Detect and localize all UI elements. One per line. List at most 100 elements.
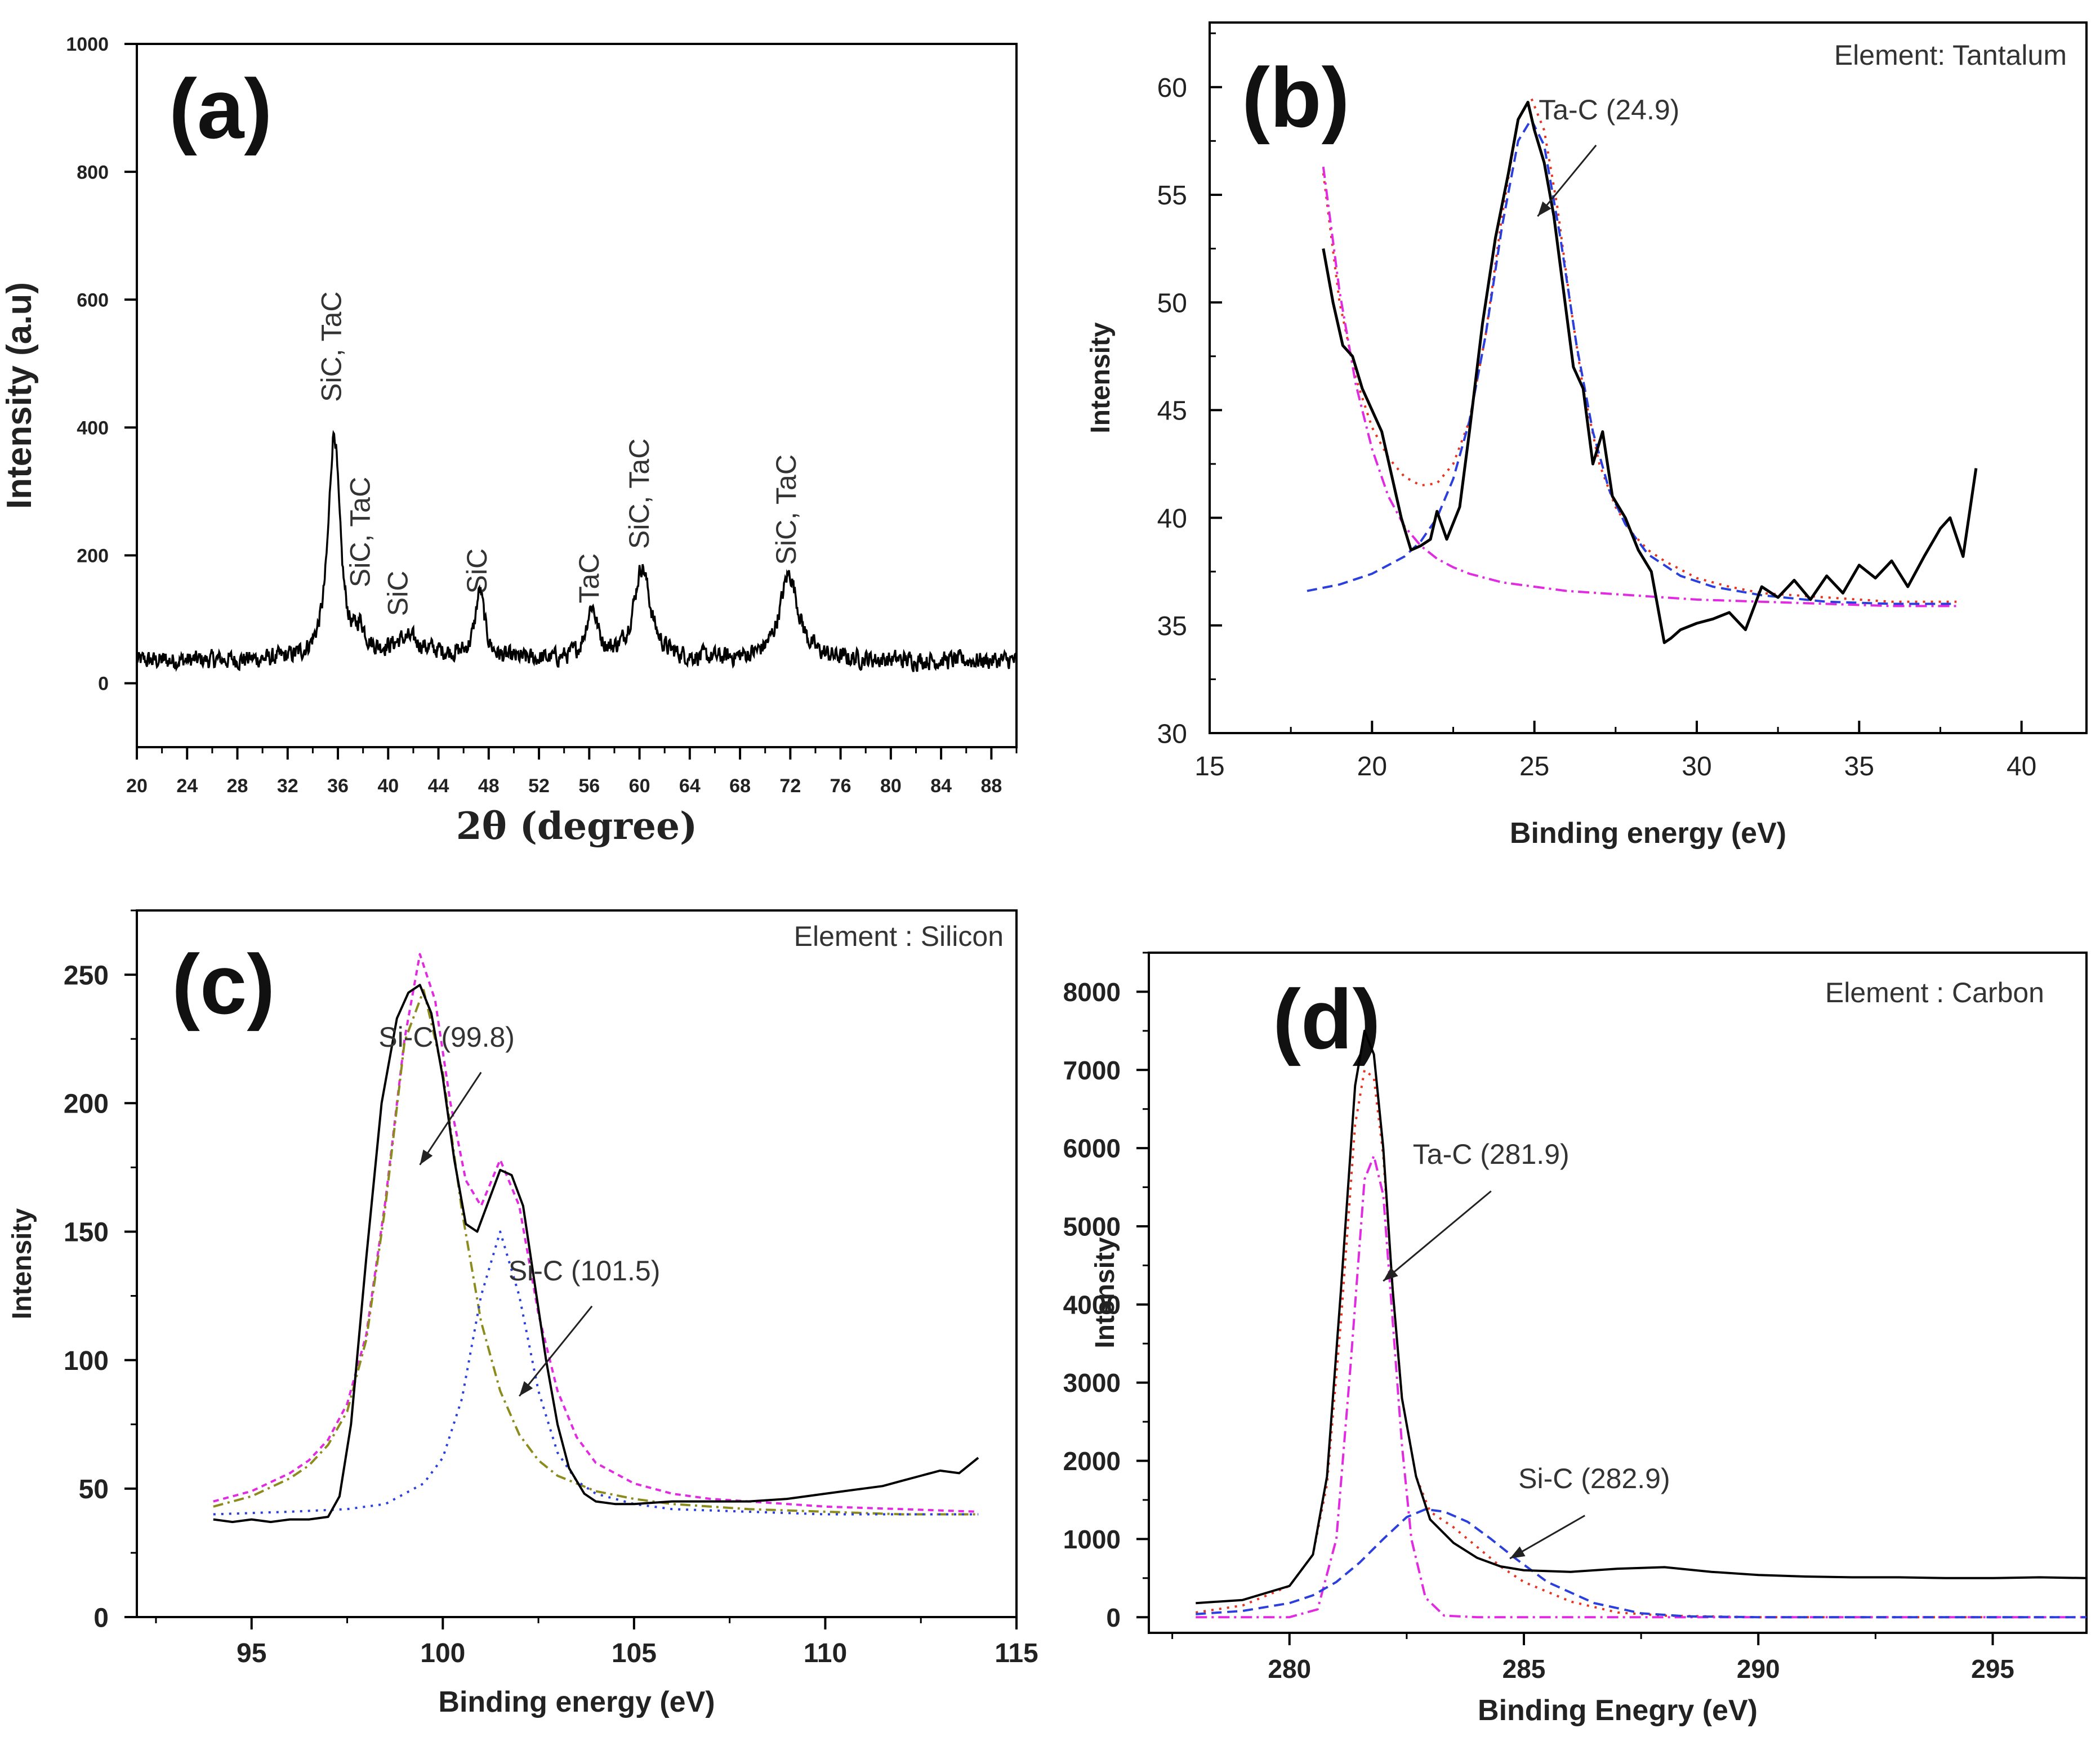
annotation-arrowhead bbox=[519, 1381, 533, 1396]
x-tick-label: 76 bbox=[830, 775, 851, 797]
x-tick-label: 40 bbox=[377, 775, 399, 797]
y-tick-label: 400 bbox=[77, 418, 109, 439]
panel-label: (a) bbox=[169, 61, 272, 156]
panel-label: (b) bbox=[1242, 50, 1350, 145]
y-tick-label: 6000 bbox=[1063, 1134, 1121, 1163]
x-tick-label: 295 bbox=[1971, 1654, 2014, 1684]
x-tick-label: 32 bbox=[277, 775, 298, 797]
peak-annotation: SiC, TaC bbox=[315, 291, 347, 401]
peak-annotation: SiC bbox=[461, 548, 493, 594]
y-tick-label: 250 bbox=[64, 961, 109, 990]
annotation-arrowhead bbox=[420, 1149, 433, 1165]
panel-b: 15 20 25 30 35 40 30 35 40 45 50 55 60 Binding energy… bbox=[1086, 21, 2088, 850]
y-tick-label: 0 bbox=[98, 673, 109, 695]
xrd-series-line bbox=[137, 430, 1016, 672]
plot-frame bbox=[1209, 21, 2088, 734]
y-tick-label: 200 bbox=[64, 1089, 109, 1119]
x-tick-label: 95 bbox=[237, 1638, 266, 1668]
y-axis-label: Intensity (a.u) bbox=[0, 282, 39, 509]
x-tick-label: 64 bbox=[679, 775, 701, 797]
x-axis-label: Binding Enegry (eV) bbox=[1478, 1694, 1758, 1727]
peak-annotation: SiC, TaC bbox=[770, 454, 802, 565]
y-tick-label: 50 bbox=[1157, 288, 1187, 318]
y-tick-label: 150 bbox=[64, 1218, 109, 1248]
x-axis-label: Binding energy (eV) bbox=[1510, 817, 1786, 850]
x-tick-label: 290 bbox=[1737, 1654, 1780, 1684]
y-tick-label: 1000 bbox=[66, 34, 109, 55]
series-si-c-282-9-component bbox=[1196, 1508, 2086, 1619]
annotation-arrow-line bbox=[518, 1305, 593, 1397]
annotation-arrowhead bbox=[1510, 1546, 1526, 1559]
y-axis-label: Intensity bbox=[1086, 322, 1116, 434]
panel-label: (d) bbox=[1273, 972, 1381, 1066]
y-tick-label: 30 bbox=[1157, 719, 1187, 749]
annotation-arrow-line bbox=[419, 1071, 482, 1166]
x-tick-label: 24 bbox=[176, 775, 198, 797]
x-tick-label: 68 bbox=[729, 775, 751, 797]
y-tick-label: 200 bbox=[77, 546, 109, 567]
y-tick-label: 7000 bbox=[1063, 1056, 1121, 1085]
peak-annotation: Si-C (282.9) bbox=[1518, 1463, 1670, 1494]
x-axis-label: 2θ (degree) bbox=[456, 804, 697, 848]
peak-annotation: SiC, TaC bbox=[623, 439, 655, 549]
x-tick-label: 25 bbox=[1519, 752, 1549, 782]
x-tick-label: 35 bbox=[1844, 752, 1874, 782]
x-tick-label: 52 bbox=[528, 775, 550, 797]
y-tick-label: 40 bbox=[1157, 504, 1187, 534]
annotation-arrow-line bbox=[1383, 1190, 1492, 1282]
panel-a: 20 24 28 32 36 40 44 48 52 56 60 64 68 72 76 80 84 88 0 200… bbox=[0, 34, 1018, 848]
panel-c: 95 100 105 110 115 0 50 100 150 200 250 Binding ene… bbox=[7, 909, 1038, 1718]
peak-annotation: Ta-C (24.9) bbox=[1539, 94, 1679, 126]
x-tick-label: 88 bbox=[980, 775, 1002, 797]
x-tick-label: 40 bbox=[2007, 752, 2036, 782]
y-axis-label: Intensity bbox=[7, 1208, 37, 1320]
x-tick-label: 115 bbox=[995, 1638, 1038, 1668]
x-tick-label: 110 bbox=[804, 1638, 847, 1668]
x-tick-label: 105 bbox=[612, 1638, 657, 1668]
x-tick-label: 285 bbox=[1502, 1654, 1546, 1684]
y-tick-label: 1000 bbox=[1063, 1525, 1121, 1554]
y-tick-label: 0 bbox=[1106, 1603, 1121, 1632]
annotation-arrow-line bbox=[1537, 145, 1597, 217]
x-tick-label: 60 bbox=[629, 775, 650, 797]
y-tick-label: 600 bbox=[77, 289, 109, 311]
y-tick-label: 35 bbox=[1157, 611, 1187, 641]
y-tick-label: 55 bbox=[1157, 181, 1187, 211]
element-title: Element : Silicon bbox=[794, 921, 1004, 952]
peak-annotation: SiC, TaC bbox=[345, 477, 376, 587]
series-ta-c-component bbox=[1307, 118, 1957, 605]
peak-annotation: TaC bbox=[573, 553, 605, 604]
series-measured bbox=[1196, 1029, 2086, 1605]
series-background bbox=[1322, 166, 1957, 608]
series-measured bbox=[213, 984, 979, 1524]
x-tick-label: 48 bbox=[478, 775, 500, 797]
x-tick-label: 72 bbox=[779, 775, 801, 797]
y-axis-label: Intensity bbox=[1090, 1237, 1120, 1348]
x-tick-label: 30 bbox=[1682, 752, 1711, 782]
peak-annotation: Si-C (99.8) bbox=[378, 1021, 515, 1053]
y-tick-label: 800 bbox=[77, 162, 109, 183]
x-tick-label: 280 bbox=[1268, 1654, 1311, 1684]
element-title: Element: Tantalum bbox=[1834, 39, 2067, 71]
peak-annotation: SiC bbox=[382, 571, 414, 617]
y-tick-label: 3000 bbox=[1063, 1368, 1121, 1397]
y-tick-label: 8000 bbox=[1063, 977, 1121, 1007]
annotation-arrowhead bbox=[1383, 1267, 1398, 1281]
y-tick-label: 60 bbox=[1157, 73, 1187, 103]
plot-frame bbox=[136, 909, 1018, 1618]
plot-frame bbox=[1148, 952, 2088, 1634]
y-tick-label: 50 bbox=[79, 1475, 109, 1504]
y-tick-label: 45 bbox=[1157, 396, 1187, 426]
panel-d: 280 285 290 295 0 1000 2000 3000 4000 5000 6000 700… bbox=[1063, 952, 2088, 1727]
x-tick-label: 84 bbox=[930, 775, 952, 797]
series-ta-c-281-9-component bbox=[1196, 1155, 2086, 1619]
x-tick-label: 80 bbox=[880, 775, 902, 797]
x-tick-label: 20 bbox=[1357, 752, 1387, 782]
y-tick-label: 5000 bbox=[1063, 1212, 1121, 1242]
peak-annotation: Si-C (101.5) bbox=[509, 1255, 661, 1287]
annotation-arrowhead bbox=[1537, 201, 1551, 217]
x-tick-label: 36 bbox=[327, 775, 349, 797]
x-tick-label: 44 bbox=[428, 775, 449, 797]
